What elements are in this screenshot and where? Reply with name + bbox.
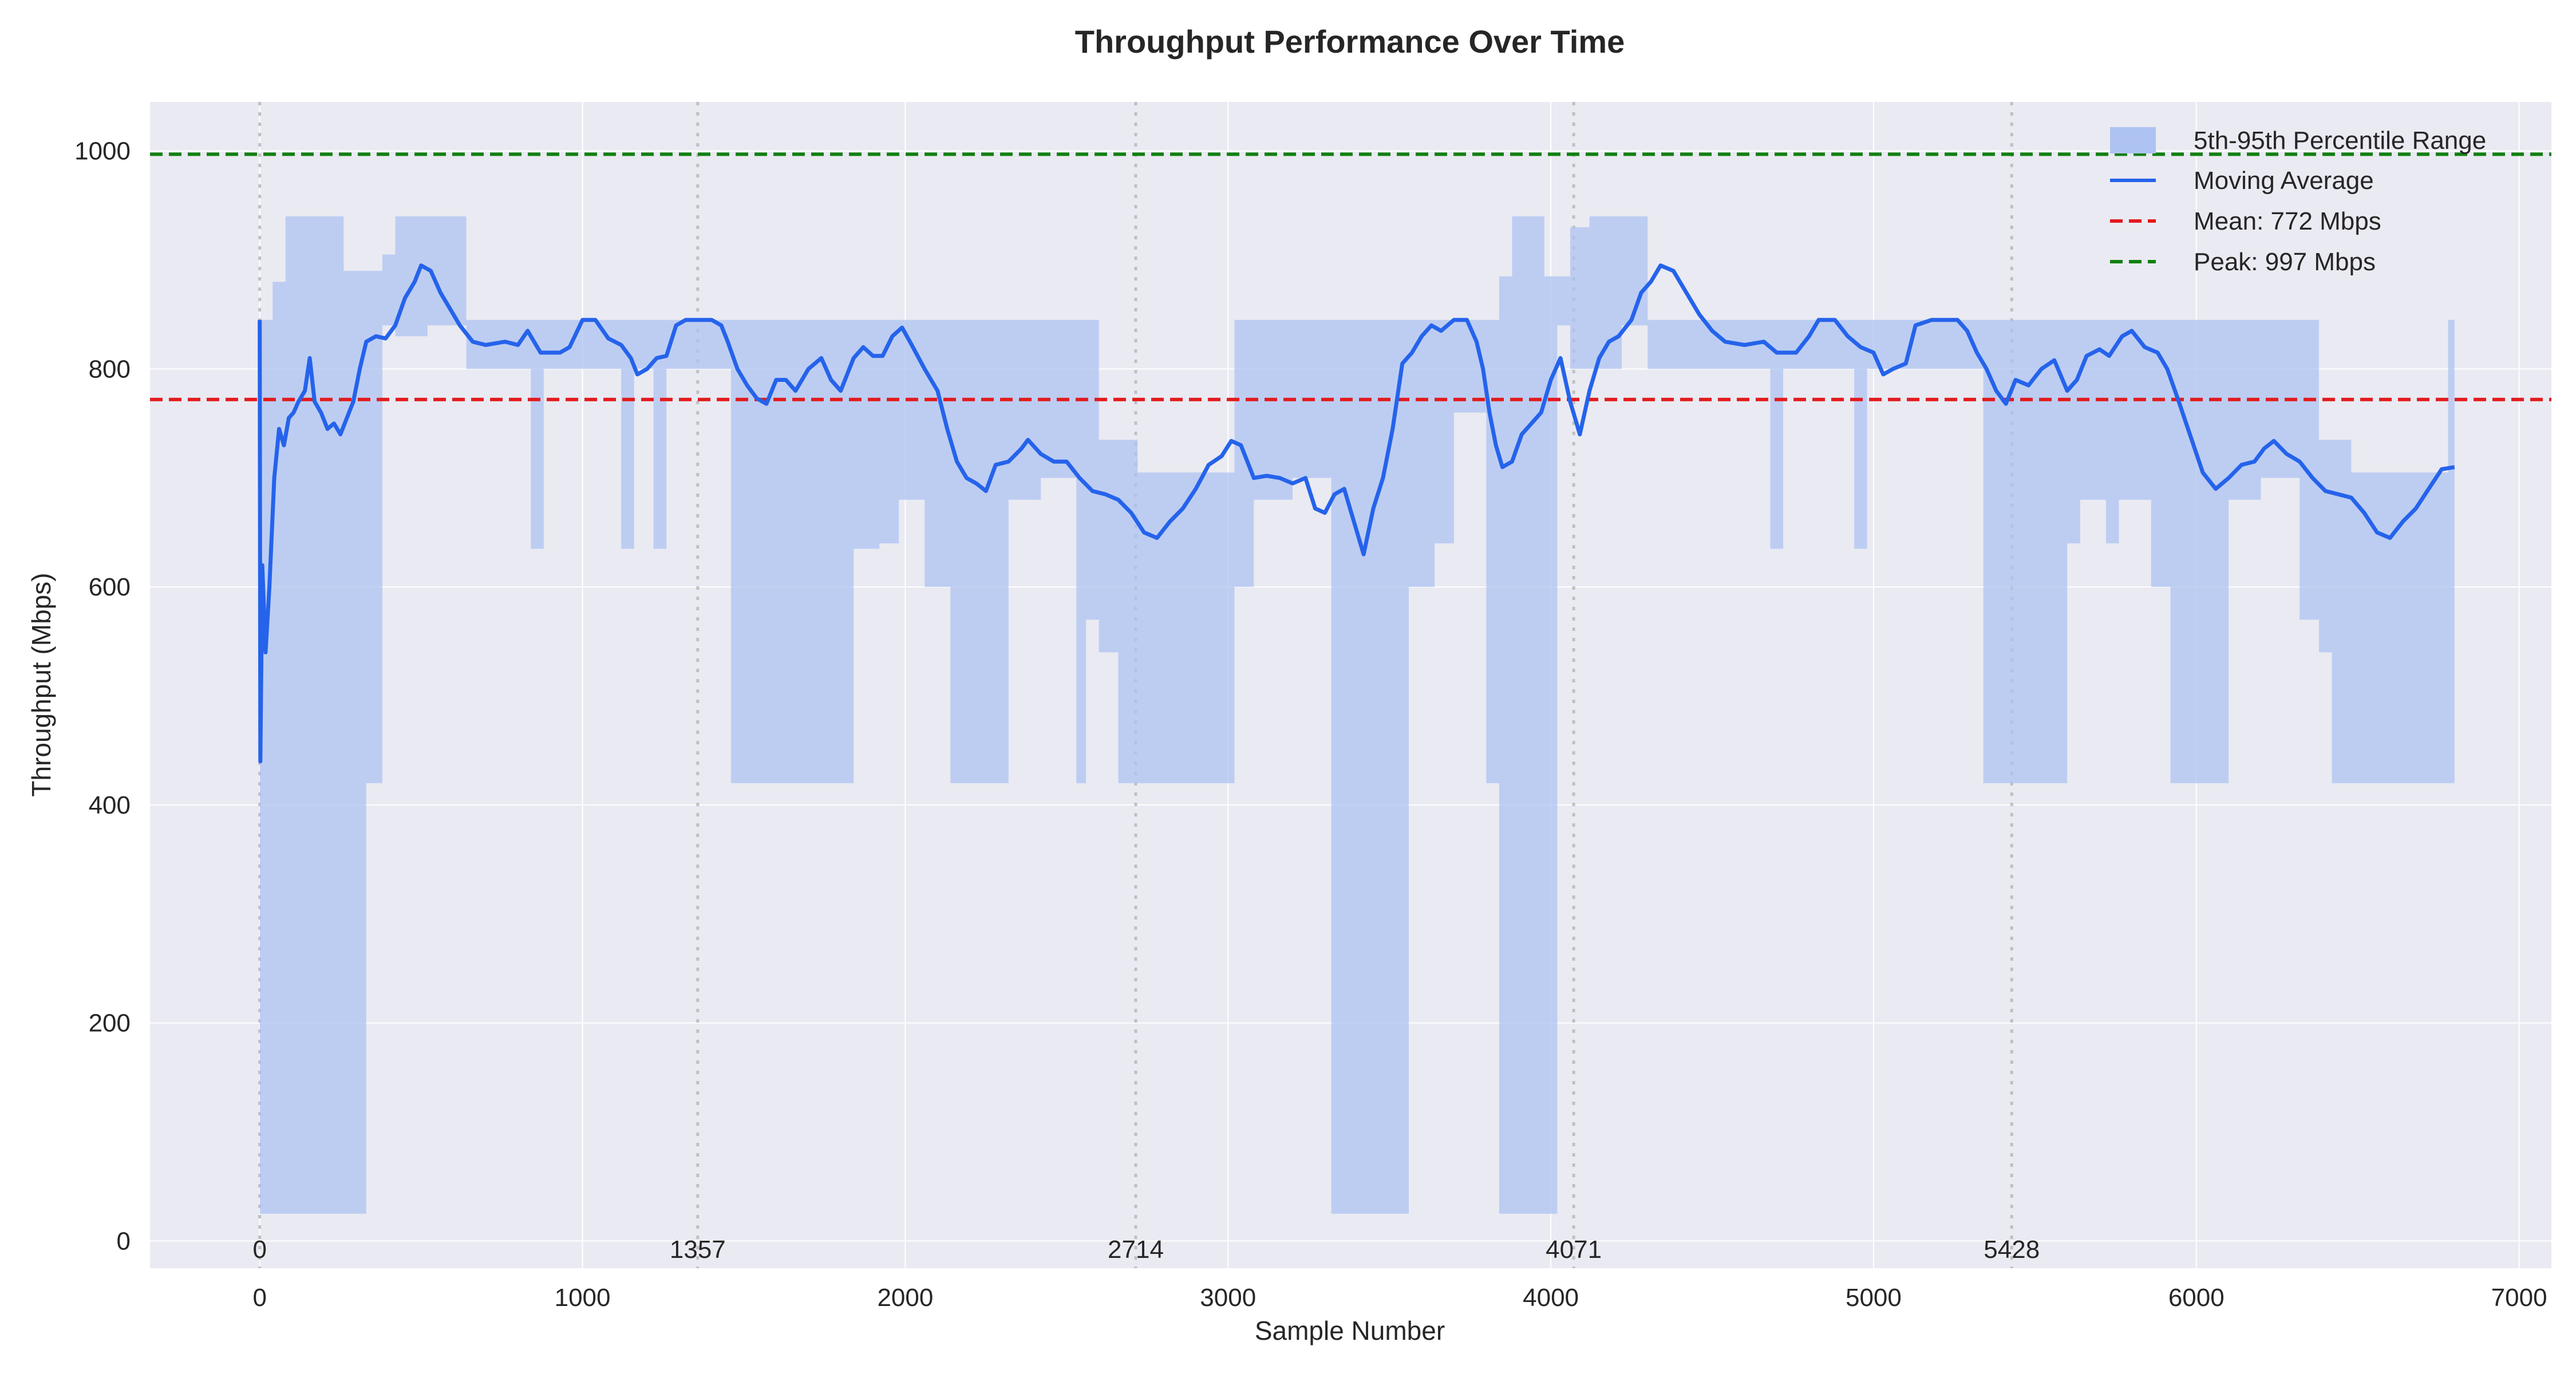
x-tick-label: 7000 — [2491, 1284, 2547, 1312]
reference-line-layer — [150, 152, 2551, 401]
legend-label-mean: Mean: 772 Mbps — [2194, 207, 2381, 235]
x-tick-label: 1000 — [555, 1284, 611, 1312]
percentile-band — [259, 216, 2455, 1214]
chart-title: Throughput Performance Over Time — [1075, 23, 1625, 60]
x-tick-label: 0 — [252, 1284, 266, 1312]
x-tick-label: 5000 — [1846, 1284, 1902, 1312]
y-tick-label: 200 — [89, 1009, 131, 1037]
sample-marker-label: 5428 — [1984, 1236, 2040, 1264]
sample-marker-label: 1357 — [670, 1236, 726, 1264]
legend-label-moving-average: Moving Average — [2194, 167, 2374, 195]
y-tick-label: 600 — [89, 573, 131, 601]
moving-average-layer — [258, 263, 2455, 764]
moving-average-line — [258, 263, 2455, 764]
y-tick-label: 1000 — [74, 137, 131, 165]
legend-label-band: 5th-95th Percentile Range — [2194, 127, 2486, 155]
x-tick-label: 6000 — [2168, 1284, 2225, 1312]
tick-label-layer: 0 1000 2000 3000 4000 5000 6000 7000 0 200 400 600 8… — [74, 137, 2547, 1312]
sample-marker-label: 4071 — [1546, 1236, 1602, 1264]
legend-label-peak: Peak: 997 Mbps — [2194, 248, 2376, 276]
legend: 5th-95th Percentile Range Moving Average… — [2110, 127, 2486, 276]
y-tick-label: 400 — [89, 791, 131, 819]
x-axis-label: Sample Number — [1255, 1316, 1445, 1346]
x-tick-label: 4000 — [1523, 1284, 1579, 1312]
y-tick-label: 0 — [117, 1227, 131, 1255]
sample-marker-label: 2714 — [1108, 1236, 1164, 1264]
x-tick-label: 3000 — [1200, 1284, 1256, 1312]
y-axis-label: Throughput (Mbps) — [26, 573, 56, 796]
percentile-band-layer — [259, 216, 2455, 1214]
y-tick-label: 800 — [89, 355, 131, 383]
sample-marker-label: 0 — [252, 1236, 266, 1264]
x-tick-label: 2000 — [877, 1284, 933, 1312]
sample-marker-label-layer: 0 1357 2714 4071 5428 — [252, 1236, 2040, 1264]
legend-swatch-band — [2110, 127, 2156, 153]
